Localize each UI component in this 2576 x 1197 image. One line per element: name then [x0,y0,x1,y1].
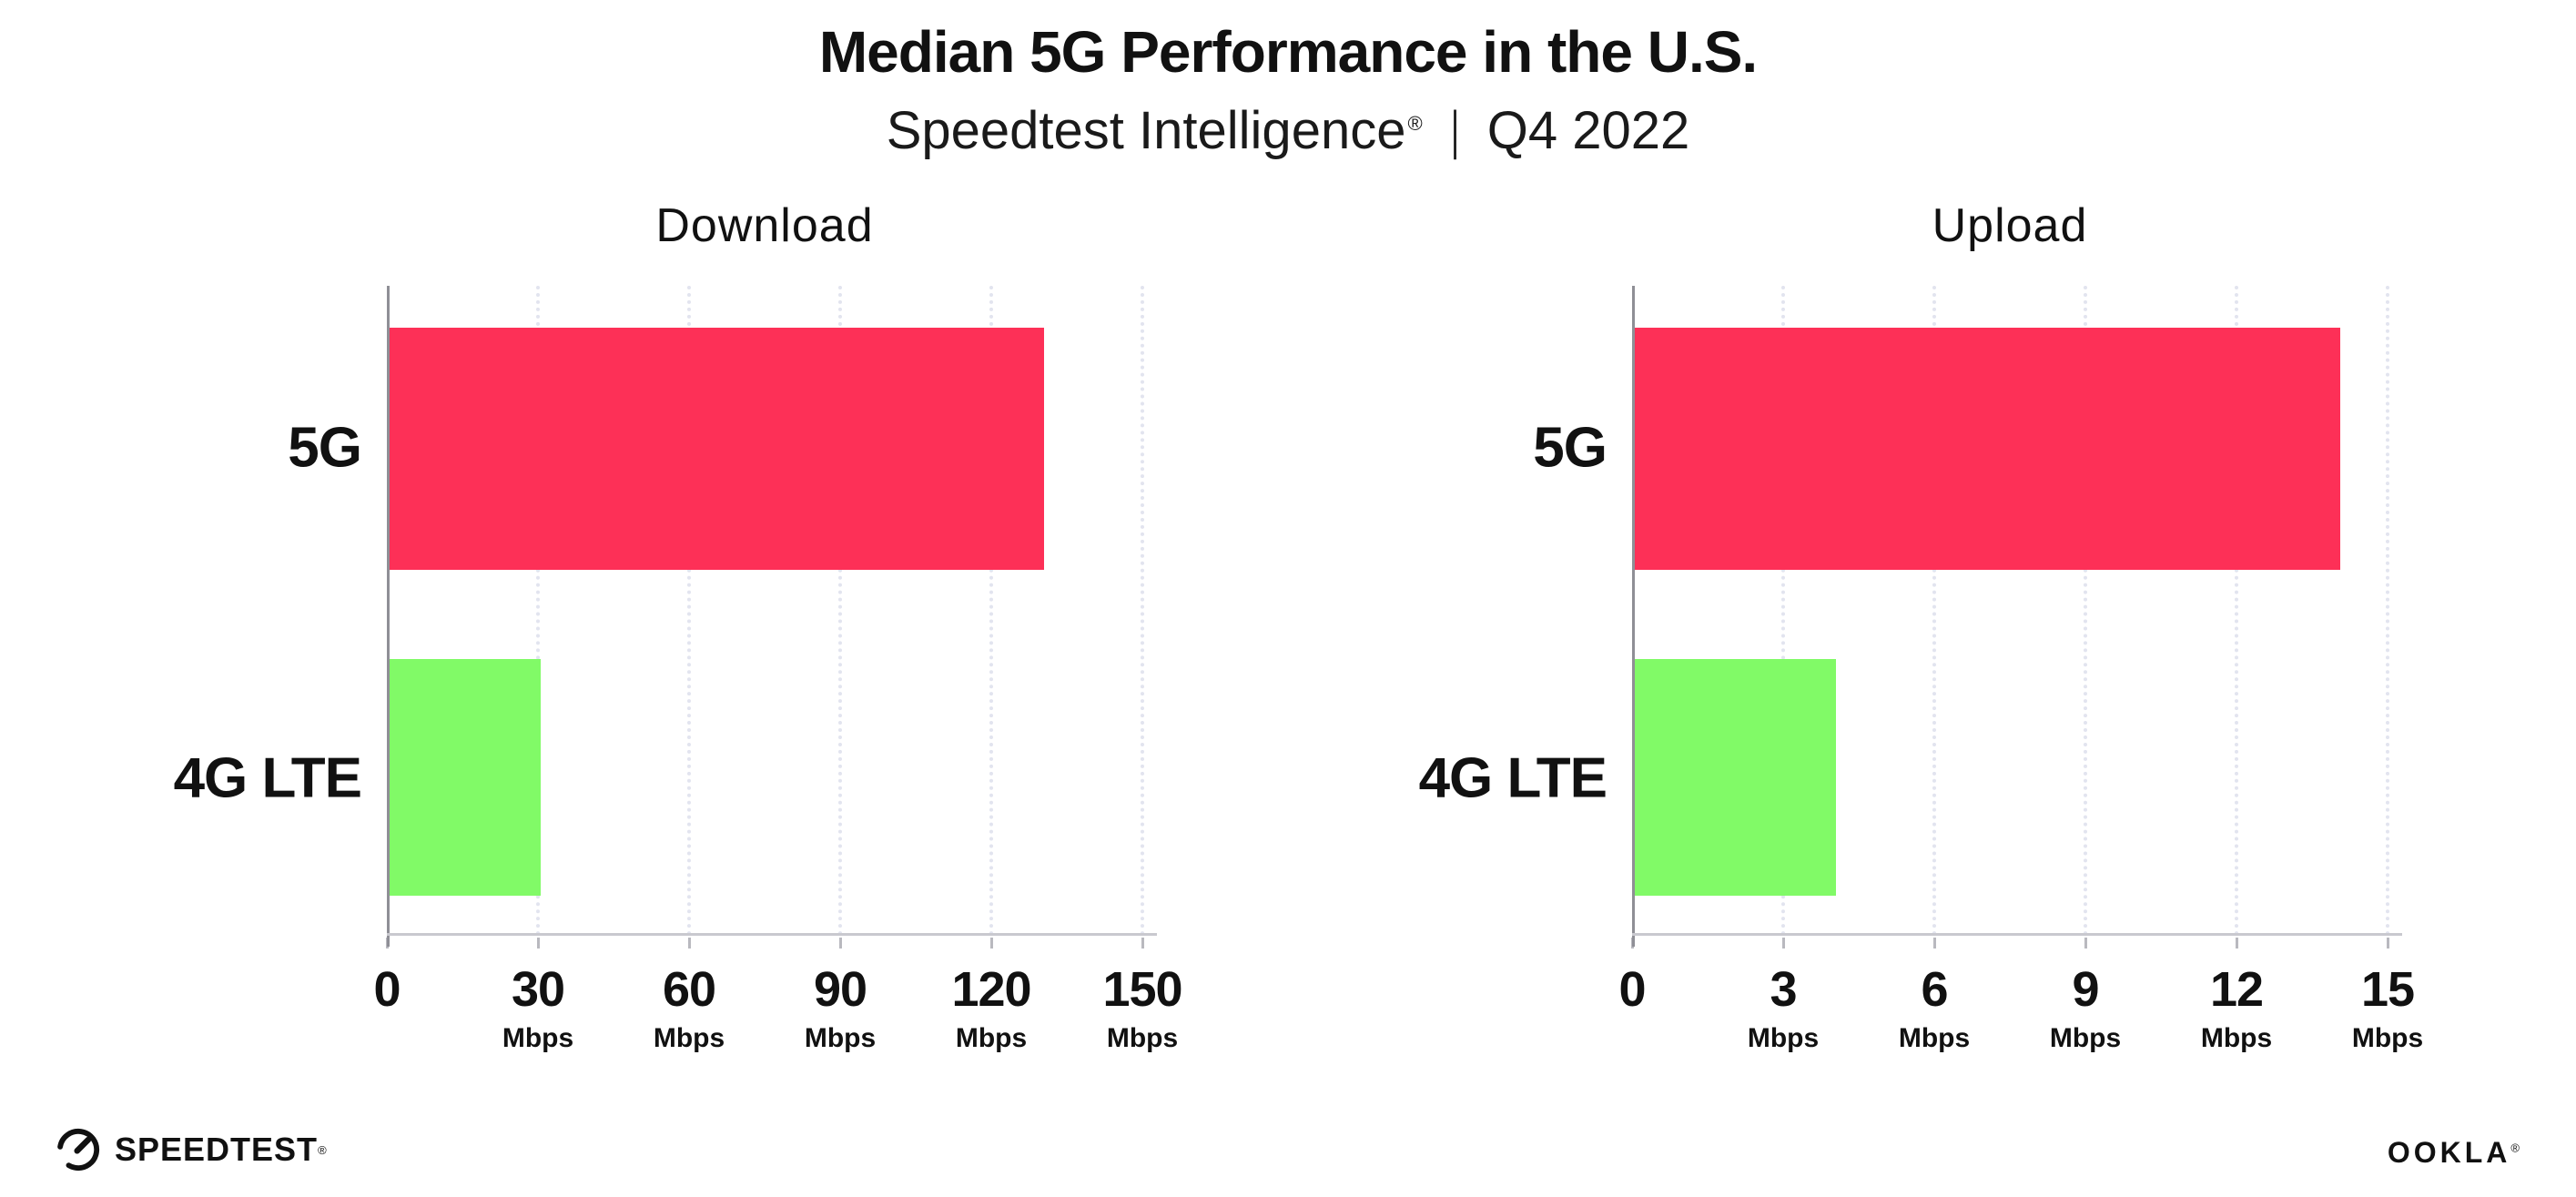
speedtest-gauge-icon [56,1128,100,1172]
tick-unit: Mbps [1106,1023,1179,1053]
tick-label-60: 60 Mbps [654,961,725,1054]
registered-mark: ® [1407,112,1423,136]
tick-unit: Mbps [804,1023,877,1053]
subtitle-period: Q4 2022 [1486,101,1690,161]
tick-label-30: 30 Mbps [502,961,573,1054]
tick-unit: Mbps [653,1023,725,1053]
category-label-4g-lte: 4G LTE [173,746,362,810]
tick-value: 0 [1618,962,1646,1017]
tick-value: 12 [2209,962,2264,1017]
gridline-6 [1932,286,1936,936]
axis-tick-60 [688,938,691,948]
speedtest-registered-mark: ® [318,1142,327,1157]
tick-label-90: 90 Mbps [805,961,876,1054]
gridline-90 [838,286,842,936]
gridline-30 [536,286,540,936]
charts-row: Download 5G 4G LTE 0 30 Mbps 60 Mbps 90 Mbps 120… [0,198,2576,1080]
tick-label-15: 15 Mbps [2352,961,2423,1054]
tick-value: 90 [813,962,867,1017]
footer: SPEEDTEST ® OOKLA® [0,1119,2576,1173]
subtitle-separator: | [1450,101,1459,161]
speedtest-wordmark: SPEEDTEST [115,1131,319,1168]
tick-unit: Mbps [1747,1023,1820,1053]
gridline-15 [2386,286,2389,936]
x-axis-line [387,933,1157,936]
x-axis-line [1632,933,2402,936]
axis-tick-6 [1933,938,1936,948]
category-label-5g: 5G [288,416,362,480]
ookla-logo: OOKLA® [2388,1136,2523,1170]
ookla-registered-mark: ® [2510,1141,2523,1155]
bar-5g [390,328,1045,570]
axis-tick-9 [2084,938,2087,948]
upload-chart: Upload 5G 4G LTE 0 3 Mbps 6 Mbps 9 Mbps 12 Mbps 15… [1419,198,2424,1080]
tick-label-3: 3 Mbps [1748,961,1819,1054]
download-chart-title: Download [655,199,874,252]
tick-label-12: 12 Mbps [2201,961,2272,1054]
bar-5g [1635,328,2340,570]
download-chart: Download 5G 4G LTE 0 30 Mbps 60 Mbps 90 Mbps 120… [174,198,1183,1080]
subtitle-brand: Speedtest Intelligence [886,101,1406,161]
tick-unit: Mbps [2200,1023,2273,1053]
bar-4g-lte [1635,659,1837,896]
axis-tick-12 [2236,938,2238,948]
y-axis-line [387,286,390,947]
category-label-4g-lte: 4G LTE [1418,746,1607,810]
tick-label-6: 6 Mbps [1899,961,1970,1054]
tick-value: 3 [1770,962,1797,1017]
tick-unit: Mbps [1898,1023,1971,1053]
tick-unit: Mbps [2351,1023,2424,1053]
upload-chart-body: 5G 4G LTE [1419,286,2402,948]
x-axis-labels: 0 30 Mbps 60 Mbps 90 Mbps 120 Mbps 150 Mbps [373,961,1182,1080]
tick-value: 9 [2072,962,2099,1017]
axis-tick-30 [537,938,540,948]
tick-label-9: 9 Mbps [2050,961,2121,1054]
y-axis-line [1632,286,1635,947]
tick-value: 120 [951,962,1031,1017]
gridline-12 [2235,286,2238,936]
tick-value: 15 [2360,962,2415,1017]
gridline-9 [2084,286,2087,936]
tick-value: 60 [662,962,716,1017]
plot-area [1631,286,2402,948]
category-label-5g: 5G [1533,416,1607,480]
gridline-60 [687,286,691,936]
tick-value: 6 [1921,962,1948,1017]
category-labels: 5G 4G LTE [1419,286,1632,936]
gridline-120 [989,286,993,936]
tick-unit: Mbps [2049,1023,2122,1053]
tick-value: 0 [373,962,401,1017]
gridline-3 [1781,286,1785,936]
header: Median 5G Performance in the U.S. Speedt… [0,0,2576,161]
category-labels: 5G 4G LTE [174,286,387,936]
bar-4g-lte [390,659,541,896]
upload-chart-title: Upload [1932,199,2088,252]
page-subtitle: Speedtest Intelligence® | Q4 2022 [0,100,2576,161]
axis-tick-150 [1141,938,1144,948]
tick-label-120: 120 Mbps [951,961,1031,1054]
speedtest-logo: SPEEDTEST ® [55,1126,327,1173]
tick-value: 150 [1102,962,1182,1017]
axis-tick-120 [990,938,993,948]
ookla-wordmark: OOKLA [2387,1136,2511,1169]
download-chart-body: 5G 4G LTE [174,286,1157,948]
gridline-150 [1141,286,1144,936]
tick-label-0: 0 [1618,961,1646,1018]
tick-unit: Mbps [502,1023,574,1053]
tick-label-150: 150 Mbps [1102,961,1182,1054]
page-title: Median 5G Performance in the U.S. [818,19,1758,85]
tick-value: 30 [511,962,565,1017]
plot-area [386,286,1157,948]
axis-tick-90 [839,938,842,948]
axis-tick-3 [1782,938,1785,948]
tick-label-0: 0 [373,961,401,1018]
x-axis-labels: 0 3 Mbps 6 Mbps 9 Mbps 12 Mbps 15 Mbps [1618,961,2423,1080]
axis-tick-15 [2387,938,2389,948]
tick-unit: Mbps [955,1023,1028,1053]
